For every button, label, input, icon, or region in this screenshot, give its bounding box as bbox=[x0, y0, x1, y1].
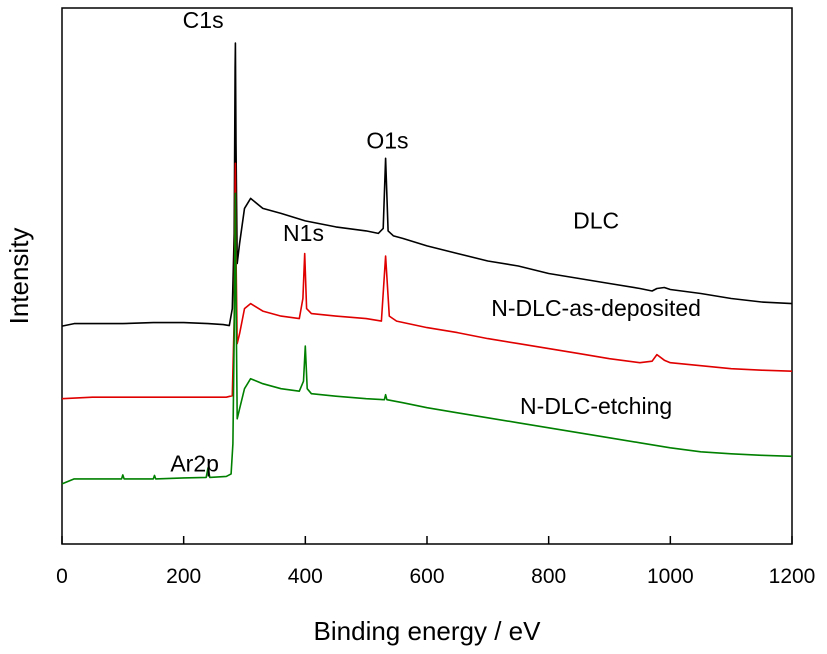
series-layer bbox=[61, 42, 793, 485]
x-tick-label: 400 bbox=[288, 565, 323, 588]
x-axis-title: Binding energy / eV bbox=[314, 616, 542, 646]
x-tick-label: 600 bbox=[409, 565, 444, 588]
y-axis-title: Intensity bbox=[4, 228, 34, 325]
annotation-n-dlc-as-deposited: N-DLC-as-deposited bbox=[491, 295, 701, 321]
annotation-c1s: C1s bbox=[183, 7, 224, 33]
series-line-n-dlc-etching bbox=[61, 192, 793, 485]
annotation-n-dlc-etching: N-DLC-etching bbox=[520, 393, 672, 419]
annotation-dlc: DLC bbox=[573, 207, 619, 233]
annotation-n1s: N1s bbox=[283, 220, 324, 246]
annotation-ar2p: Ar2p bbox=[170, 450, 219, 476]
series-line-dlc bbox=[61, 42, 793, 327]
x-tick-label: 1200 bbox=[769, 565, 816, 588]
series-line-n-dlc-as-deposited bbox=[61, 162, 793, 400]
x-tick-label: 200 bbox=[166, 565, 201, 588]
x-tick-label: 1000 bbox=[647, 565, 694, 588]
x-tick-label: 0 bbox=[56, 565, 68, 588]
annotation-o1s: O1s bbox=[366, 127, 408, 153]
x-axis: 0 200 400 600 800 1000 1200 bbox=[56, 536, 815, 588]
annotation-layer: C1s O1s N1s DLC N-DLC-as-deposited N-DLC-etch… bbox=[170, 7, 701, 476]
x-tick-label: 800 bbox=[531, 565, 566, 588]
